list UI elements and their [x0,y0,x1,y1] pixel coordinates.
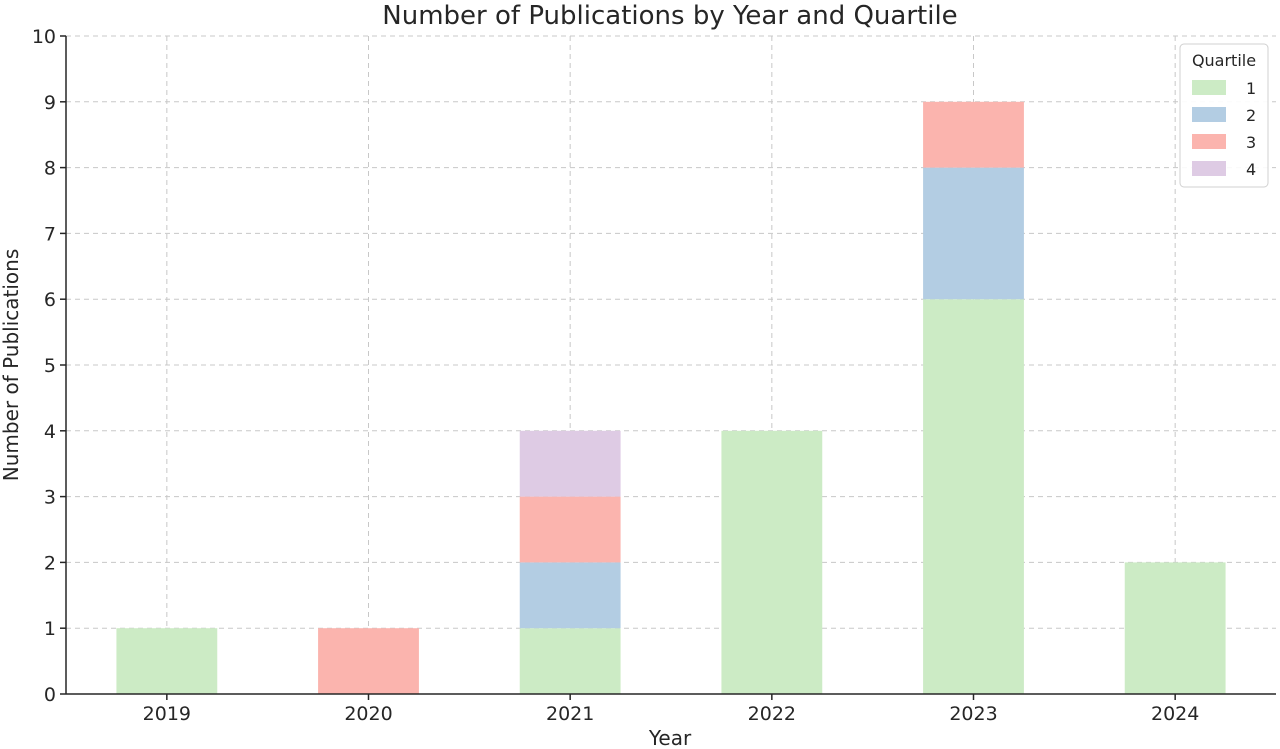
x-tick-label: 2020 [344,703,392,725]
y-axis-label: Number of Publications [0,249,23,482]
y-tick-label: 3 [44,487,56,509]
x-tick-label: 2023 [949,703,997,725]
legend-swatch-q2 [1192,107,1226,122]
bar-2023-q2 [923,167,1024,300]
y-tick-label: 6 [44,289,56,311]
bar-2021-q2 [519,562,621,629]
bar-2024-q1 [1124,562,1226,694]
legend-title: Quartile [1192,51,1256,70]
y-tick-label: 10 [32,26,56,48]
y-tick-label: 5 [44,355,56,377]
legend-swatch-q4 [1192,161,1226,176]
legend-swatch-q3 [1192,134,1226,149]
bar-2021-q1 [519,628,621,694]
legend-label-q3: 3 [1246,133,1256,152]
y-tick-label: 7 [44,223,56,245]
y-tick-label: 4 [44,421,56,443]
bars [116,101,1226,694]
legend-label-q1: 1 [1246,79,1256,98]
x-tick-label: 2024 [1151,703,1199,725]
bar-2022-q1 [721,430,823,694]
legend-label-q4: 4 [1246,160,1256,179]
legend: Quartile 1 2 3 4 [1179,43,1269,188]
legend-label-q2: 2 [1246,106,1256,125]
bar-2021-q3 [519,496,621,563]
bar-2023-q3 [923,101,1024,168]
y-tick-label: 1 [44,618,56,640]
x-tick-label: 2021 [546,703,594,725]
axes: 0 1 2 3 4 5 6 7 8 9 10 2019 2020 2021 2022 2023 2024 [32,26,1276,725]
y-tick-label: 8 [44,158,56,180]
legend-swatch-q1 [1192,80,1226,95]
bar-2021-q4 [519,430,621,497]
bar-2020-q3 [318,628,419,694]
x-tick-label: 2022 [748,703,796,725]
grid [66,35,1276,695]
bar-2019-q1 [116,628,218,694]
y-tick-label: 0 [44,684,56,706]
x-axis-label: Year [648,726,692,749]
y-tick-label: 2 [44,552,56,574]
x-tick-label: 2019 [143,703,191,725]
bar-2023-q1 [923,299,1024,694]
chart-title: Number of Publications by Year and Quart… [382,1,957,31]
y-tick-label: 9 [44,92,56,114]
